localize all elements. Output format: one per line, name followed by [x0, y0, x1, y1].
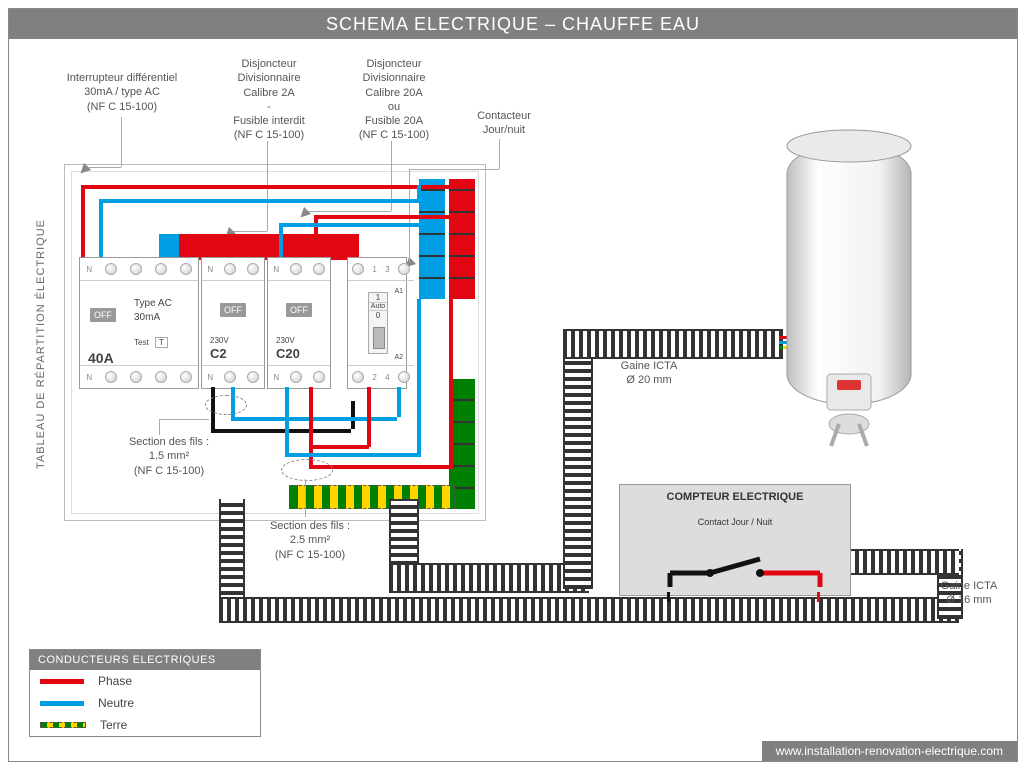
callout-diff: Interrupteur différentiel 30mA / type AC…	[37, 71, 207, 114]
neutral-terminal-strip	[419, 179, 445, 299]
page-title: SCHEMA ELECTRIQUE – CHAUFFE EAU	[9, 9, 1017, 39]
callout-section-25: Section des fils : 2.5 mm² (NF C 15-100)	[245, 519, 375, 562]
footer-url: www.installation-renovation-electrique.c…	[762, 741, 1017, 761]
legend-neutral-label: Neutre	[98, 696, 134, 710]
callout-c2: Disjoncteur Divisionnaire Calibre 2A - F…	[204, 57, 334, 143]
conduit-icta20-v2	[563, 329, 593, 589]
conduit-icta20-h1	[389, 563, 589, 593]
breaker-c20: N OFF 230V C20 N	[267, 257, 331, 389]
panel-side-label: TABLEAU DE RÉPARTITION ÉLECTRIQUE	[35, 209, 47, 469]
legend-earth-label: Terre	[100, 718, 127, 732]
water-heater	[779, 124, 919, 454]
legend-title: CONDUCTEURS ELECTRIQUES	[30, 650, 260, 670]
legend: CONDUCTEURS ELECTRIQUES Phase Neutre Ter…	[29, 649, 261, 737]
phase-terminal-strip	[449, 179, 475, 299]
conduit-icta20-h2	[563, 329, 783, 359]
callout-icta16: Gaine ICTA Ø 16 mm	[929, 579, 1009, 608]
callout-c20: Disjoncteur Divisionnaire Calibre 20A ou…	[329, 57, 459, 143]
legend-phase-swatch	[40, 679, 84, 684]
breaker-c2: N OFF 230V C2 N	[201, 257, 265, 389]
conduit-icta16-h2	[847, 549, 959, 575]
contactor: 13 1 Auto 0 A1 A2 24	[347, 257, 407, 389]
breaker-differential: N OFF Type AC 30mA Test T 40A N	[79, 257, 199, 389]
legend-earth-swatch	[40, 722, 86, 728]
earth-wire	[289, 485, 455, 509]
callout-section-15: Section des fils : 1.5 mm² (NF C 15-100)	[109, 435, 229, 478]
legend-phase-label: Phase	[98, 674, 132, 688]
conduit-icta16-h1	[219, 597, 959, 623]
electric-meter: COMPTEUR ELECTRIQUE Contact Jour / Nuit	[619, 484, 851, 596]
legend-neutral-swatch	[40, 701, 84, 706]
callout-icta20: Gaine ICTA Ø 20 mm	[599, 359, 699, 388]
callout-contactor: Contacteur Jour/nuit	[454, 109, 554, 138]
